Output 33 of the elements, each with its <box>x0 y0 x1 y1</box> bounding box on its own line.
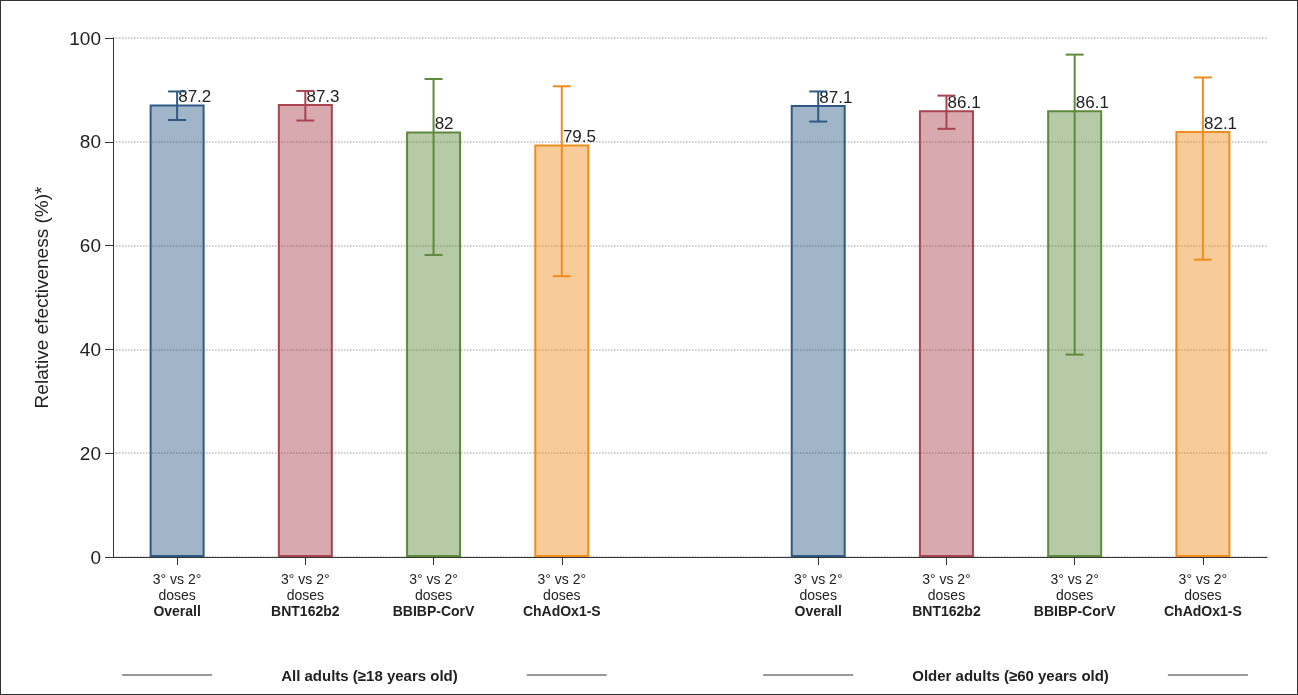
data-label: 86.1 <box>1075 93 1109 113</box>
bar <box>790 104 846 557</box>
y-tick-label: 0 <box>90 546 101 568</box>
bar <box>149 104 205 557</box>
bar <box>1047 110 1103 557</box>
x-tick-label: 3° vs 2° doses ChAdOx1-S <box>522 571 601 619</box>
y-tick-label: 20 <box>79 442 101 464</box>
text: All adults (≥18 years old) <box>281 666 458 684</box>
y-tick-label: 60 <box>79 235 101 257</box>
x-tick-label: 3° vs 2° doses BNT162b2 <box>912 571 981 619</box>
bar <box>277 103 333 557</box>
x-tick-label: 3° vs 2° doses Overall <box>152 571 202 619</box>
bar <box>406 131 462 557</box>
x-tick-label: 3° vs 2° doses BNT162b2 <box>271 571 340 619</box>
y-tick-label: 100 <box>69 27 101 49</box>
data-label: 87.1 <box>819 87 853 107</box>
x-tick-label: 3° vs 2° doses BBIBP-CorV <box>392 571 476 619</box>
y-tick-label: 80 <box>79 131 101 153</box>
x-tick-label: 3° vs 2° doses BBIBP-CorV <box>1033 571 1117 619</box>
bar <box>918 110 974 557</box>
data-label: 82.1 <box>1203 113 1238 133</box>
y-tick-label: 40 <box>79 338 101 360</box>
data-label: 82 <box>434 114 454 134</box>
y-axis-title: Relative efectiveness (%)* <box>31 186 52 409</box>
x-tick-label: 3° vs 2° doses ChAdOx1-S <box>1163 571 1242 619</box>
data-label: 87.2 <box>178 87 212 107</box>
data-label: 87.3 <box>306 86 340 106</box>
x-tick-label: 3° vs 2° doses Overall <box>793 571 843 619</box>
text: Older adults (≥60 years old) <box>912 666 1109 684</box>
data-label: 79.5 <box>562 127 596 147</box>
bar <box>1175 130 1231 557</box>
bar <box>534 144 590 557</box>
data-label: 86.1 <box>947 93 981 113</box>
